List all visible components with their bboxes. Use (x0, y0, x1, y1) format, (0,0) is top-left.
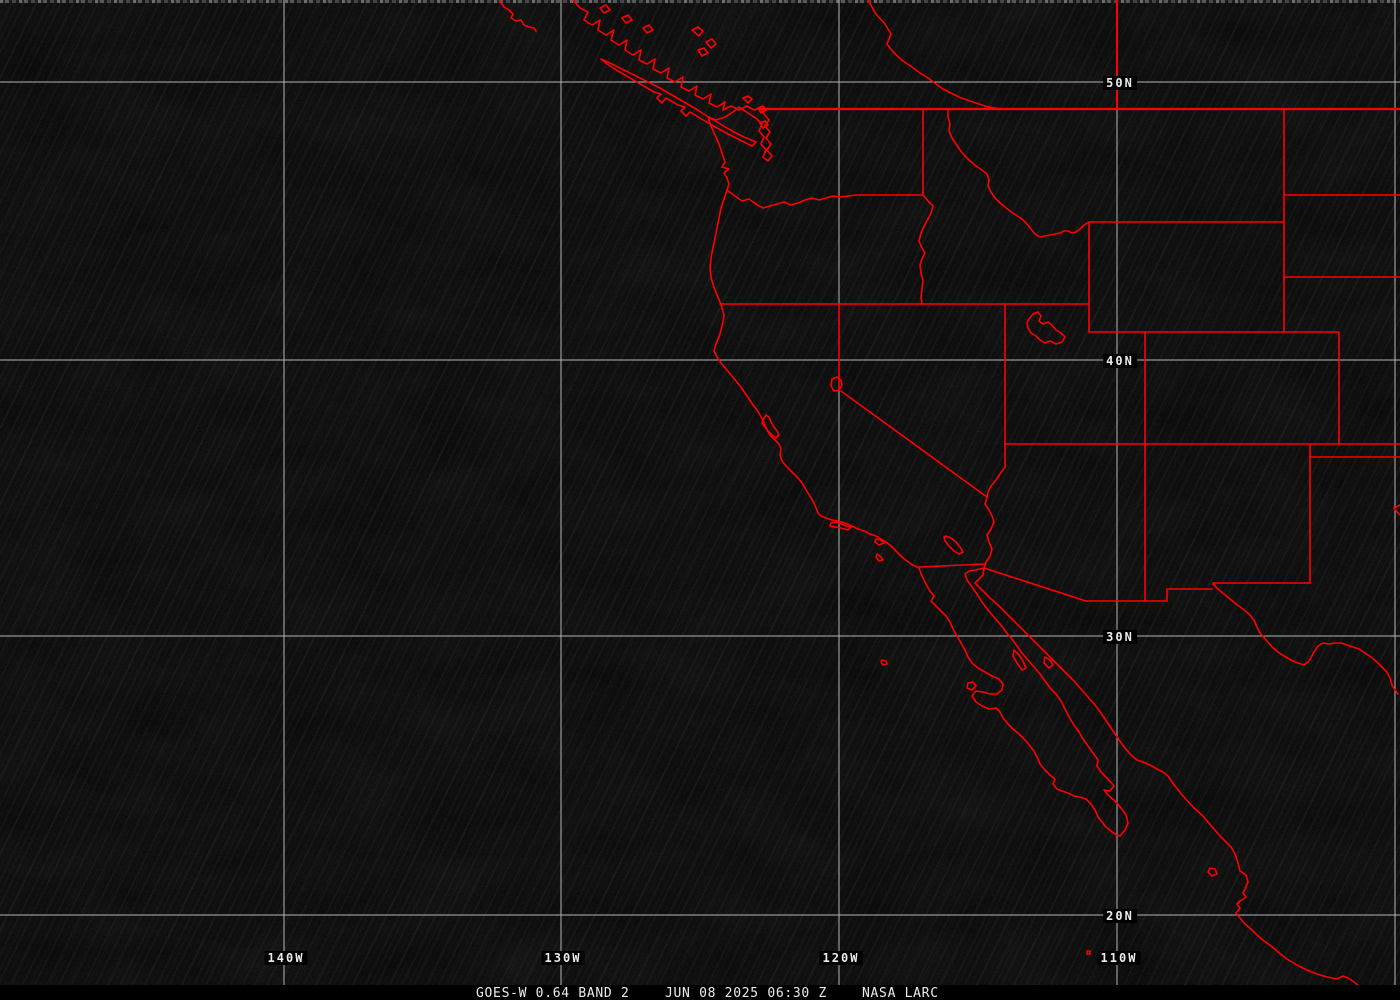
scanline-artifact-strip (0, 0, 1400, 3)
caption-agency: NASA LARC (862, 986, 939, 1000)
outline-bc-alberta-divide (867, 0, 1004, 110)
outline-haida-gwaii-coast (499, 0, 537, 32)
outline-isla-socorro (1086, 950, 1091, 955)
outline-colorado-river-nv-az-ca (983, 443, 1006, 569)
lon-label-120W: 120W (819, 951, 863, 965)
outline-baja-gulf-coast (964, 567, 1129, 837)
lat-label-40N: 40N (1103, 354, 1137, 368)
lon-label-110W: 110W (1097, 951, 1141, 965)
outline-isla-cedros (966, 681, 977, 691)
outline-salton-sea (943, 535, 964, 555)
lat-label-20N: 20N (1103, 909, 1137, 923)
political-coastline-outlines (499, 0, 1400, 986)
lon-label-130W: 130W (541, 951, 585, 965)
lon-label-140W: 140W (264, 951, 308, 965)
caption-bar: GOES-W 0.64 BAND 2 JUN 08 2025 06:30 Z N… (0, 985, 1400, 1000)
outline-red-river-edge (1393, 504, 1400, 516)
outline-id-mt-divide (947, 108, 1090, 238)
outline-or-id-snake-river (918, 194, 934, 305)
outline-lake-tahoe (830, 376, 843, 392)
outline-islas-tres-marias (1207, 867, 1218, 877)
outline-sonora-sinaloa-coast (974, 567, 1361, 986)
outline-san-francisco-bay (761, 414, 780, 439)
outline-rio-grande (1212, 583, 1399, 695)
outline-pacific-coast-or-ca (709, 189, 920, 569)
outline-bc-wa-coast-puget (572, 0, 773, 191)
outline-columbia-river-wa-or (726, 189, 924, 209)
outline-gulf-of-california-islands (1012, 649, 1054, 671)
lat-label-50N: 50N (1103, 76, 1137, 90)
outline-channel-islands (829, 521, 885, 562)
outline-us-mexico-border-ca (918, 563, 986, 568)
outline-great-salt-lake (1026, 311, 1066, 345)
outline-az-nm-mexico-border (983, 567, 1213, 602)
caption-instrument: GOES-W 0.64 BAND 2 (476, 986, 630, 1000)
outline-baja-pacific-coast (918, 567, 1121, 837)
outline-bc-coastal-islands (599, 4, 769, 129)
caption-datetime: JUN 08 2025 06:30 Z (665, 986, 828, 1000)
outline-vancouver-island (600, 58, 757, 147)
outline-isla-guadalupe (880, 659, 888, 666)
outline-ca-nv-diagonal (840, 390, 988, 498)
lat-label-30N: 30N (1103, 630, 1137, 644)
